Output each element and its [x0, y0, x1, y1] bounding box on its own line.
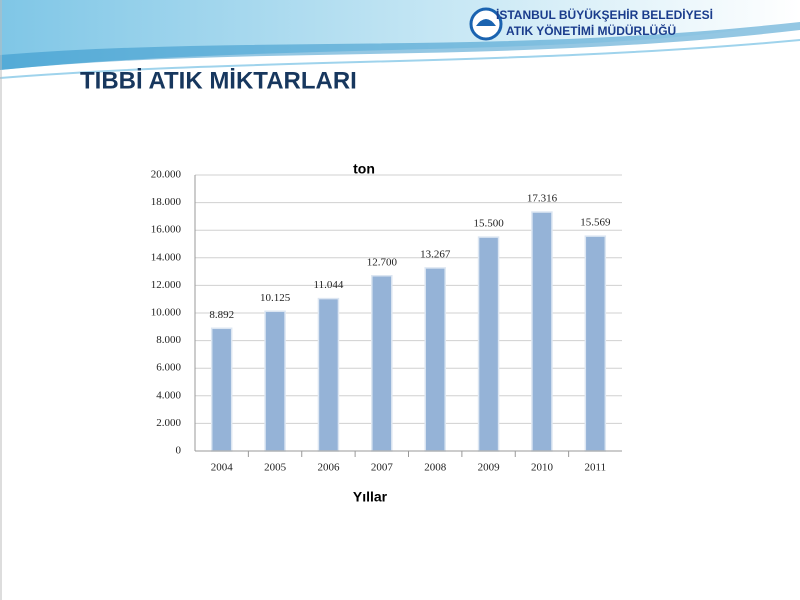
y-tick-label: 12.000	[151, 279, 182, 291]
bar	[210, 327, 233, 452]
dept-name: ATIK YÖNETİMİ MÜDÜRLÜĞÜ	[506, 23, 676, 38]
x-tick-label: 2009	[478, 462, 501, 474]
y-tick-label: 20.000	[151, 169, 182, 181]
bar	[317, 297, 340, 452]
y-tick-label: 2.000	[156, 417, 181, 429]
value-label: 8.892	[209, 309, 234, 321]
bar	[424, 267, 446, 452]
x-axis-label: Yıllar	[353, 489, 388, 505]
x-tick-label: 2010	[531, 462, 554, 474]
y-tick-label: 10.000	[151, 307, 182, 319]
header-line	[0, 39, 800, 79]
x-tick-label: 2004	[211, 462, 234, 474]
bar	[264, 310, 286, 452]
y-tick-label: 6.000	[156, 362, 181, 374]
y-tick-label: 8.000	[156, 334, 181, 346]
value-label: 15.569	[580, 217, 611, 229]
slide-title: TIBBİ ATIK MİKTARLARI	[80, 67, 357, 94]
y-tick-label: 0	[176, 445, 182, 457]
y-tick-label: 4.000	[156, 389, 181, 401]
header-swoosh	[0, 22, 800, 70]
value-label: 12.700	[367, 256, 398, 268]
value-label: 13.267	[420, 248, 451, 260]
bar	[477, 236, 500, 452]
y-tick-label: 18.000	[151, 196, 182, 208]
bar	[584, 235, 607, 452]
value-label: 11.044	[314, 279, 344, 291]
x-tick-label: 2006	[317, 462, 340, 474]
x-tick-label: 2007	[371, 462, 394, 474]
bar	[371, 274, 393, 452]
bar	[531, 211, 553, 452]
logo	[476, 19, 496, 26]
value-label: 17.316	[527, 193, 558, 205]
value-label: 15.500	[473, 218, 504, 230]
y-axis-label: ton	[353, 161, 375, 177]
y-tick-label: 16.000	[151, 224, 182, 236]
x-tick-label: 2005	[264, 462, 287, 474]
y-tick-label: 14.000	[151, 251, 182, 263]
x-tick-label: 2011	[585, 462, 607, 474]
x-tick-label: 2008	[424, 462, 447, 474]
org-name: İSTANBUL BÜYÜKŞEHİR BELEDİYESİ	[496, 7, 713, 22]
value-label: 10.125	[260, 292, 291, 304]
